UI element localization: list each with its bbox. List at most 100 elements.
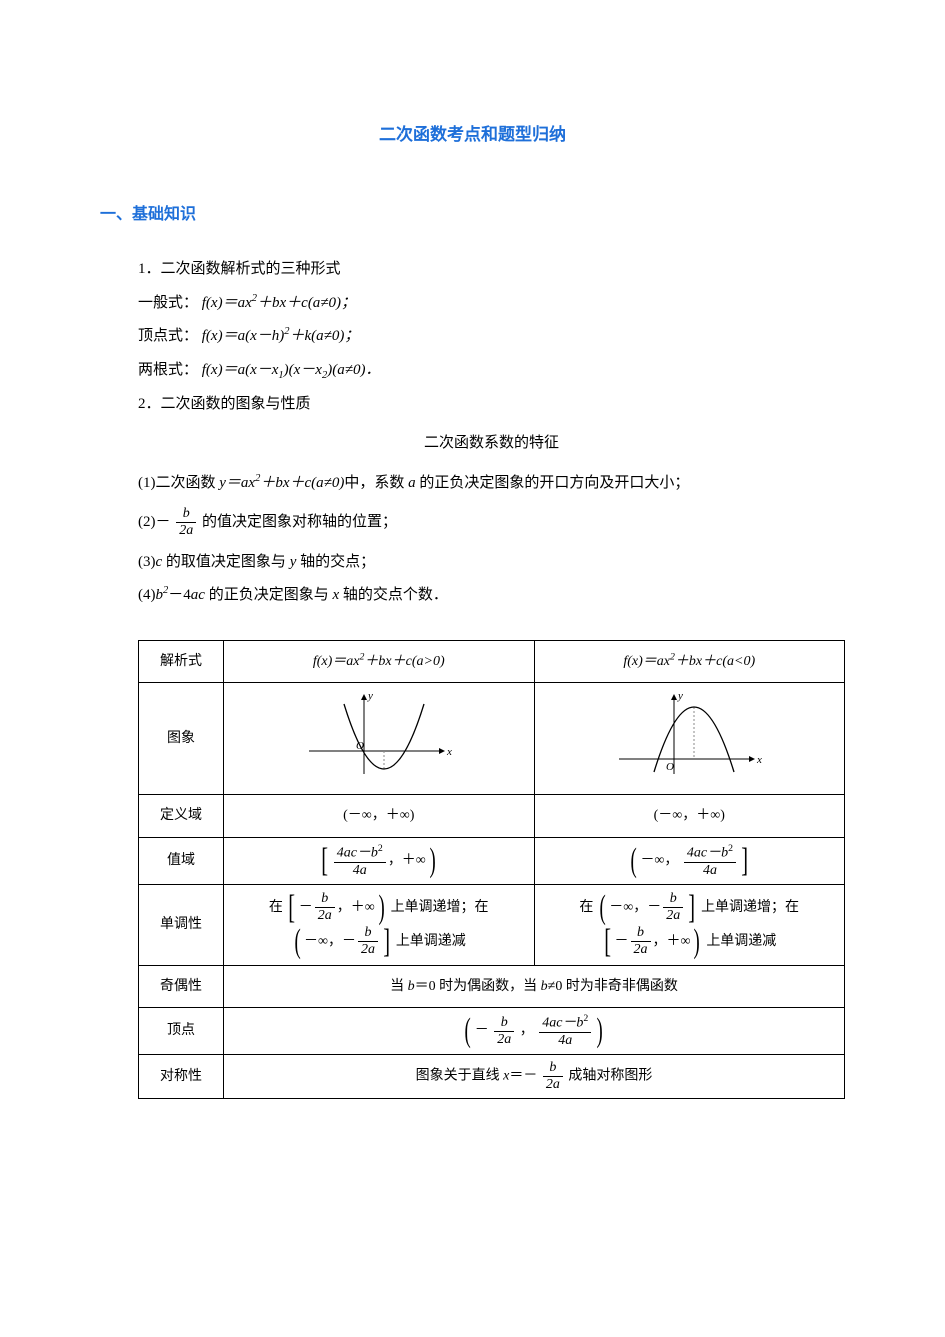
text: 上单调递减 <box>396 934 466 949</box>
fraction-numerator: 4ac－b2 <box>334 844 386 863</box>
x-axis-label: x <box>756 754 762 766</box>
domain-neg: (－∞，＋∞) <box>534 795 845 837</box>
fraction-range: 4ac－b2 4a <box>539 1014 591 1048</box>
formula-prefix: f(x)＝ax <box>313 654 360 669</box>
table-row: 值域 [ 4ac－b2 4a ，＋∞ ) <box>139 837 845 884</box>
text: 上单调递减 <box>706 934 776 949</box>
roots-form-formula-a: f(x)＝a(x－x <box>202 362 279 378</box>
vertex-cell: ( － b2a ， 4ac－b2 4a ) <box>224 1008 845 1055</box>
mono-neg-line1: 在 ( －∞，－b2a ] 上单调递增；在 <box>541 891 839 925</box>
bracket-right-icon: ) <box>694 925 700 959</box>
mono-pos-line1: 在 [ －b2a，＋∞ ) 上单调递增；在 <box>230 891 528 925</box>
fraction-b-over-2a: b2a <box>315 892 335 923</box>
coeff-1-prefix: (1)二次函数 <box>138 475 219 491</box>
fraction-range: 4ac－b2 4a <box>334 844 386 878</box>
general-form-formula-prefix: f(x)＝ax <box>202 295 252 311</box>
fraction-range: 4ac－b2 4a <box>684 844 736 878</box>
y-axis-label: y <box>677 690 683 702</box>
interval-bracket: ( －∞，－b2a ] <box>292 925 393 959</box>
sym-prefix: 图象关于直线 x＝－ <box>416 1069 538 1084</box>
roots-form-line: 两根式： f(x)＝a(x－x1)(x－x2)(a≠0)． <box>138 355 845 387</box>
row-monotonicity: 单调性 <box>139 884 224 965</box>
bracket-right-icon: ) <box>378 891 384 925</box>
text: ，＋∞ <box>653 934 691 949</box>
fraction-denominator: 2a <box>494 1032 514 1047</box>
table-row: 图象 O x y <box>139 682 845 794</box>
fraction-denominator: 4a <box>684 863 736 878</box>
graph-down-cell: O x y <box>534 682 845 794</box>
section-heading-1: 一、基础知识 <box>100 200 845 224</box>
table-row: 顶点 ( － b2a ， 4ac－b2 4a ) <box>139 1008 845 1055</box>
origin-label: O <box>666 761 674 773</box>
range-pos: [ 4ac－b2 4a ，＋∞ ) <box>224 837 535 884</box>
coeff-1-rest-text: 中，系数 a 的正负决定图象的开口方向及开口大小； <box>344 475 689 491</box>
bracket-left-icon: [ <box>289 891 296 925</box>
fraction-numerator: b <box>494 1016 514 1032</box>
fraction-denominator: 2a <box>663 908 683 923</box>
text: ，＋∞ <box>337 900 375 915</box>
bracket-left-icon: ( <box>599 891 605 925</box>
coeff-2-rest: 的值决定图象对称轴的位置； <box>202 514 397 530</box>
fraction-b-over-2a: b2a <box>631 926 651 957</box>
symmetry-cell: 图象关于直线 x＝－ b2a 成轴对称图形 <box>224 1055 845 1099</box>
formula-prefix: f(x)＝ax <box>623 654 670 669</box>
range-prefix: －∞， <box>640 853 678 868</box>
table-row: 对称性 图象关于直线 x＝－ b2a 成轴对称图形 <box>139 1055 845 1099</box>
header-a-positive: f(x)＝ax2＋bx＋c(a>0) <box>224 640 535 682</box>
parity-cell: 当 b＝0 时为偶函数，当 b≠0 时为非奇非偶函数 <box>224 965 845 1007</box>
range-neg: ( －∞， 4ac－b2 4a ] <box>534 837 845 884</box>
table-row: 解析式 f(x)＝ax2＋bx＋c(a>0) f(x)＝ax2＋bx＋c(a<0… <box>139 640 845 682</box>
point-2-heading: 2．二次函数的图象与性质 <box>138 389 845 421</box>
mono-neg: 在 ( －∞，－b2a ] 上单调递增；在 [ －b2a，＋∞ ) <box>534 884 845 965</box>
bracket-left-icon: [ <box>604 925 611 959</box>
table-row: 奇偶性 当 b＝0 时为偶函数，当 b≠0 时为非奇非偶函数 <box>139 965 845 1007</box>
interval-bracket: [ －b2a，＋∞ ) <box>286 891 387 925</box>
bracket-right-icon: ] <box>741 844 748 878</box>
fraction-denominator: 2a <box>315 908 335 923</box>
header-a-negative: f(x)＝ax2＋bx＋c(a<0) <box>534 640 845 682</box>
fraction-b-over-2a: b2a <box>663 892 683 923</box>
vertex-form-line: 顶点式： f(x)＝a(x－h)2＋k(a≠0)； <box>138 321 845 353</box>
general-form-line: 一般式： f(x)＝ax2＋bx＋c(a≠0)； <box>138 288 845 320</box>
coeff-1-rest-italic: ＋bx＋c(a≠0) <box>260 475 344 491</box>
num-text: 4ac－b <box>337 846 378 861</box>
row-range: 值域 <box>139 837 224 884</box>
mono-pos-line2: ( －∞，－b2a ] 上单调递减 <box>230 925 528 959</box>
coeff-item-4: (4)b2－4ac 的正负决定图象与 x 轴的交点个数． <box>138 580 845 612</box>
text: 上单调递增；在 <box>701 900 799 915</box>
fraction-b-over-2a: b 2a <box>176 507 196 538</box>
general-form-formula-rest: ＋bx＋c(a≠0)； <box>257 295 356 311</box>
roots-form-formula-b: )(x－x <box>284 362 322 378</box>
table-row: 定义域 (－∞，＋∞) (－∞，＋∞) <box>139 795 845 837</box>
bracket-right-icon: ) <box>597 1014 603 1048</box>
document-title: 二次函数考点和题型归纳 <box>100 120 845 145</box>
roots-form-label: 两根式： <box>138 362 198 378</box>
graph-up-cell: O x y <box>224 682 535 794</box>
formula-rest: ＋bx＋c(a>0) <box>364 654 444 669</box>
row-symmetry: 对称性 <box>139 1055 224 1099</box>
sym-rest: 成轴对称图形 <box>568 1069 652 1084</box>
text: － <box>475 1023 489 1038</box>
table-row: 单调性 在 [ －b2a，＋∞ ) 上单调递增；在 ( <box>139 884 845 965</box>
coeff-1-formula: y＝ax <box>219 475 255 491</box>
fraction-denominator: 2a <box>176 523 196 538</box>
text: －∞，－ <box>304 934 356 949</box>
text: ， <box>520 1023 534 1038</box>
range-rest: ，＋∞ <box>388 853 426 868</box>
fraction-denominator: 2a <box>631 942 651 957</box>
domain-pos: (－∞，＋∞) <box>224 795 535 837</box>
fraction-numerator: b <box>543 1061 563 1077</box>
properties-table: 解析式 f(x)＝ax2＋bx＋c(a>0) f(x)＝ax2＋bx＋c(a<0… <box>138 640 845 1100</box>
point-1-heading: 1．二次函数解析式的三种形式 <box>138 254 845 286</box>
vertex-form-label: 顶点式： <box>138 328 198 344</box>
header-analytic: 解析式 <box>139 640 224 682</box>
y-axis-label: y <box>367 690 373 702</box>
parabola-down-chart: O x y <box>604 689 774 777</box>
fraction-numerator: b <box>176 507 196 523</box>
fraction-numerator: b <box>358 926 378 942</box>
text: 在 <box>579 900 593 915</box>
vertex-paren: ( － b2a ， 4ac－b2 4a ) <box>462 1014 605 1048</box>
text: －∞，－ <box>609 900 661 915</box>
coeff-item-3: (3)c 的取值决定图象与 y 轴的交点； <box>138 547 845 579</box>
fraction-b-over-2a: b2a <box>543 1061 563 1092</box>
